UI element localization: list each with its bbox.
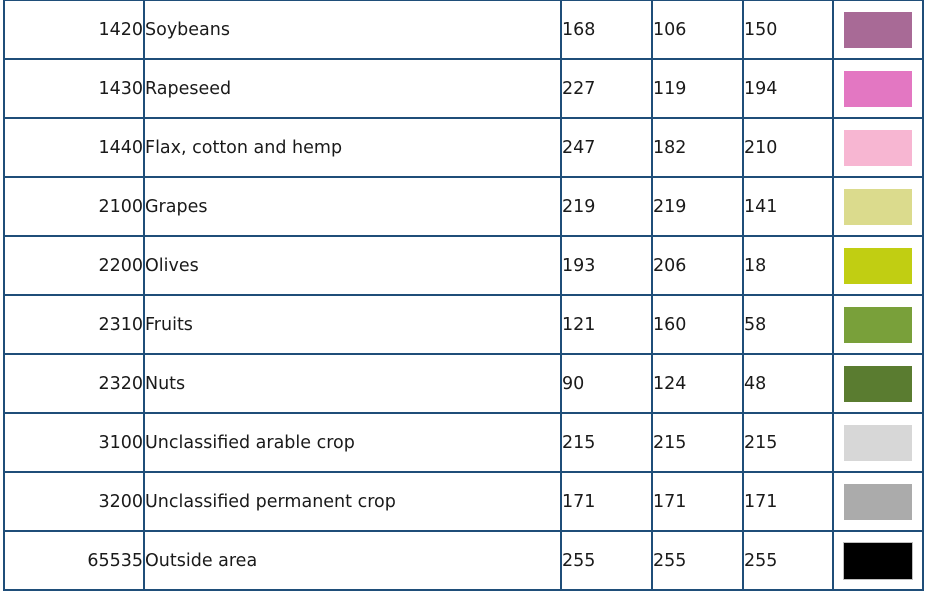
color-swatch (844, 483, 912, 520)
table-row: 2100 Grapes 219 219 141 (3, 176, 924, 237)
blue-value: 194 (742, 58, 834, 119)
blue-value: 171 (742, 471, 834, 532)
color-swatch (844, 70, 912, 107)
red-value: 255 (560, 530, 653, 591)
swatch-cell (832, 176, 924, 237)
swatch-cell (832, 471, 924, 532)
blue-value: 18 (742, 235, 834, 296)
blue-value: 48 (742, 353, 834, 414)
class-code: 1440 (3, 117, 145, 178)
table-row: 1420 Soybeans 168 106 150 (3, 0, 924, 60)
red-value: 193 (560, 235, 653, 296)
swatch-cell (832, 530, 924, 591)
green-value: 106 (651, 0, 744, 60)
red-value: 90 (560, 353, 653, 414)
color-swatch (844, 306, 912, 343)
green-value: 124 (651, 353, 744, 414)
red-value: 171 (560, 471, 653, 532)
green-value: 182 (651, 117, 744, 178)
swatch-cell (832, 353, 924, 414)
class-code: 2200 (3, 235, 145, 296)
class-name: Flax, cotton and hemp (143, 117, 562, 178)
class-name: Grapes (143, 176, 562, 237)
class-code: 2320 (3, 353, 145, 414)
class-name: Outside area (143, 530, 562, 591)
color-swatch (844, 424, 912, 461)
swatch-cell (832, 294, 924, 355)
red-value: 219 (560, 176, 653, 237)
class-name: Soybeans (143, 0, 562, 60)
color-swatch (844, 11, 912, 48)
swatch-cell (832, 0, 924, 60)
class-name: Fruits (143, 294, 562, 355)
blue-value: 210 (742, 117, 834, 178)
blue-value: 141 (742, 176, 834, 237)
class-name: Unclassified arable crop (143, 412, 562, 473)
green-value: 171 (651, 471, 744, 532)
table-row: 3100 Unclassified arable crop 215 215 21… (3, 412, 924, 473)
class-code: 1430 (3, 58, 145, 119)
green-value: 215 (651, 412, 744, 473)
color-swatch (844, 365, 912, 402)
class-code: 65535 (3, 530, 145, 591)
table-row: 3200 Unclassified permanent crop 171 171… (3, 471, 924, 532)
class-code: 3200 (3, 471, 145, 532)
green-value: 255 (651, 530, 744, 591)
class-code: 2100 (3, 176, 145, 237)
color-swatch (844, 129, 912, 166)
table-row: 65535 Outside area 255 255 255 (3, 530, 924, 591)
class-name: Unclassified permanent crop (143, 471, 562, 532)
table-row: 2200 Olives 193 206 18 (3, 235, 924, 296)
color-swatch (843, 541, 913, 580)
crop-legend-table: 1420 Soybeans 168 106 150 1430 Rapeseed … (3, 0, 924, 591)
red-value: 247 (560, 117, 653, 178)
class-name: Olives (143, 235, 562, 296)
green-value: 219 (651, 176, 744, 237)
swatch-cell (832, 412, 924, 473)
green-value: 206 (651, 235, 744, 296)
red-value: 227 (560, 58, 653, 119)
green-value: 160 (651, 294, 744, 355)
class-code: 2310 (3, 294, 145, 355)
color-swatch (844, 188, 912, 225)
class-code: 3100 (3, 412, 145, 473)
blue-value: 215 (742, 412, 834, 473)
table-row: 1430 Rapeseed 227 119 194 (3, 58, 924, 119)
red-value: 121 (560, 294, 653, 355)
blue-value: 58 (742, 294, 834, 355)
swatch-cell (832, 58, 924, 119)
red-value: 215 (560, 412, 653, 473)
blue-value: 150 (742, 0, 834, 60)
table-row: 2310 Fruits 121 160 58 (3, 294, 924, 355)
color-swatch (844, 247, 912, 284)
class-name: Rapeseed (143, 58, 562, 119)
green-value: 119 (651, 58, 744, 119)
swatch-cell (832, 235, 924, 296)
class-name: Nuts (143, 353, 562, 414)
table-row: 1440 Flax, cotton and hemp 247 182 210 (3, 117, 924, 178)
red-value: 168 (560, 0, 653, 60)
legend-body: 1420 Soybeans 168 106 150 1430 Rapeseed … (3, 0, 924, 591)
swatch-cell (832, 117, 924, 178)
table-row: 2320 Nuts 90 124 48 (3, 353, 924, 414)
class-code: 1420 (3, 0, 145, 60)
blue-value: 255 (742, 530, 834, 591)
